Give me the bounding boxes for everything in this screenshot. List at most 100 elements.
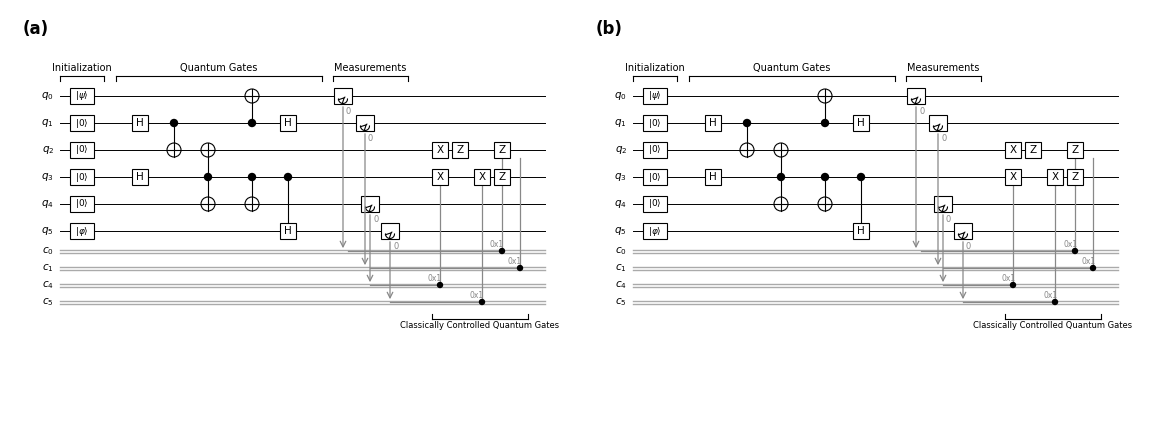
Text: $|\varphi\rangle$: $|\varphi\rangle$ — [75, 224, 89, 237]
Bar — [853, 115, 869, 131]
Bar — [279, 223, 296, 239]
Circle shape — [858, 173, 865, 181]
Text: H: H — [857, 118, 865, 128]
Bar — [705, 115, 721, 131]
Text: (a): (a) — [23, 20, 49, 38]
Text: Quantum Gates: Quantum Gates — [181, 63, 258, 73]
Text: $|0\rangle$: $|0\rangle$ — [649, 144, 661, 157]
Text: X: X — [1010, 172, 1017, 182]
Text: 0x1: 0x1 — [428, 274, 442, 283]
Text: Initialization: Initialization — [52, 63, 112, 73]
Bar — [853, 223, 869, 239]
Text: Classically Controlled Quantum Gates: Classically Controlled Quantum Gates — [400, 321, 560, 330]
Text: Measurements: Measurements — [907, 63, 980, 73]
Circle shape — [744, 120, 751, 126]
Bar — [452, 142, 468, 158]
Text: 0x1: 0x1 — [1000, 274, 1015, 283]
Text: $|\psi\rangle$: $|\psi\rangle$ — [649, 89, 662, 102]
Text: 0x1: 0x1 — [1081, 257, 1095, 266]
Text: $q_0$: $q_0$ — [41, 90, 54, 102]
Bar — [474, 169, 490, 185]
Text: Z: Z — [1029, 145, 1036, 155]
Circle shape — [284, 173, 291, 181]
Text: Z: Z — [498, 145, 506, 155]
Text: H: H — [710, 118, 716, 128]
Bar — [1005, 169, 1021, 185]
Text: $c_1$: $c_1$ — [615, 262, 627, 274]
Text: $q_1$: $q_1$ — [614, 117, 627, 129]
Bar — [70, 88, 94, 104]
Bar — [705, 169, 721, 185]
Circle shape — [821, 120, 828, 126]
Circle shape — [248, 120, 255, 126]
Bar — [356, 115, 374, 131]
Text: 0: 0 — [919, 107, 925, 116]
Text: $q_1$: $q_1$ — [41, 117, 54, 129]
Text: 0: 0 — [346, 107, 351, 116]
Bar — [494, 169, 509, 185]
Bar — [643, 142, 667, 158]
Text: Z: Z — [1072, 172, 1079, 182]
Text: 0: 0 — [946, 215, 951, 224]
Bar — [432, 142, 448, 158]
Bar — [361, 196, 380, 212]
Text: $c_4$: $c_4$ — [615, 279, 627, 291]
Text: 0: 0 — [966, 242, 972, 251]
Text: Initialization: Initialization — [626, 63, 685, 73]
Text: $|0\rangle$: $|0\rangle$ — [75, 144, 89, 157]
Text: Z: Z — [457, 145, 463, 155]
Text: X: X — [437, 145, 444, 155]
Bar — [1067, 142, 1083, 158]
Circle shape — [480, 300, 484, 304]
Bar — [929, 115, 946, 131]
Bar — [70, 142, 94, 158]
Bar — [279, 115, 296, 131]
Text: H: H — [284, 118, 292, 128]
Circle shape — [777, 173, 784, 181]
Text: 0x1: 0x1 — [1063, 240, 1078, 249]
Circle shape — [437, 283, 443, 288]
Bar — [934, 196, 952, 212]
Text: $q_3$: $q_3$ — [614, 171, 627, 183]
Text: $c_1$: $c_1$ — [43, 262, 54, 274]
Text: $c_5$: $c_5$ — [615, 296, 627, 308]
Text: $q_2$: $q_2$ — [614, 144, 627, 156]
Circle shape — [518, 265, 522, 270]
Text: $c_0$: $c_0$ — [43, 245, 54, 257]
Text: H: H — [136, 172, 144, 182]
Bar — [643, 88, 667, 104]
Bar — [643, 196, 667, 212]
Text: Classically Controlled Quantum Gates: Classically Controlled Quantum Gates — [973, 321, 1133, 330]
Text: X: X — [1010, 145, 1017, 155]
Bar — [334, 88, 352, 104]
Text: $|0\rangle$: $|0\rangle$ — [75, 117, 89, 129]
Circle shape — [1011, 283, 1015, 288]
Text: H: H — [284, 226, 292, 236]
Text: 0x1: 0x1 — [470, 291, 484, 300]
Text: $|0\rangle$: $|0\rangle$ — [75, 197, 89, 211]
Text: 0x1: 0x1 — [490, 240, 504, 249]
Bar — [70, 169, 94, 185]
Bar — [643, 115, 667, 131]
Circle shape — [205, 173, 212, 181]
Bar — [643, 169, 667, 185]
Text: 0: 0 — [373, 215, 378, 224]
Text: $|\psi\rangle$: $|\psi\rangle$ — [75, 89, 89, 102]
Circle shape — [1073, 249, 1078, 254]
Text: 0x1: 0x1 — [1043, 291, 1057, 300]
Text: $c_4$: $c_4$ — [43, 279, 54, 291]
Text: $q_4$: $q_4$ — [614, 198, 627, 210]
Text: 0: 0 — [368, 134, 374, 143]
Bar — [1005, 142, 1021, 158]
Circle shape — [821, 173, 828, 181]
Bar — [1067, 169, 1083, 185]
Bar — [132, 169, 148, 185]
Circle shape — [1052, 300, 1058, 304]
Bar — [70, 115, 94, 131]
Text: Z: Z — [1072, 145, 1079, 155]
Circle shape — [499, 249, 505, 254]
Text: $|0\rangle$: $|0\rangle$ — [649, 117, 661, 129]
Bar — [132, 115, 148, 131]
Text: $|0\rangle$: $|0\rangle$ — [649, 197, 661, 211]
Text: H: H — [136, 118, 144, 128]
